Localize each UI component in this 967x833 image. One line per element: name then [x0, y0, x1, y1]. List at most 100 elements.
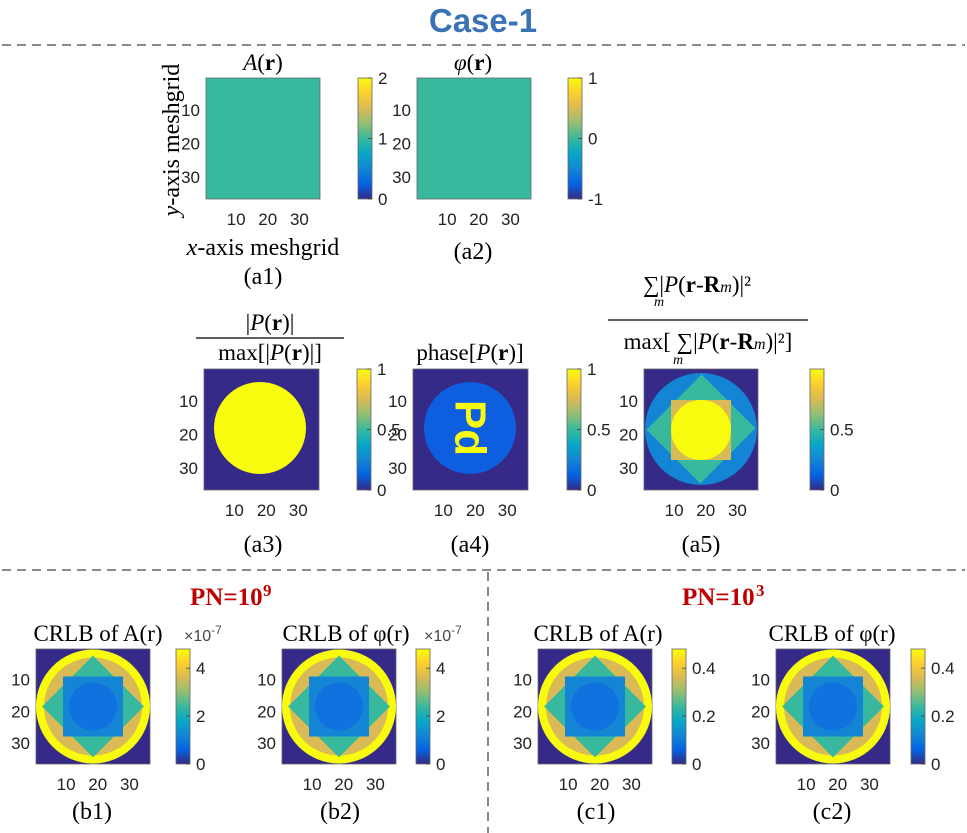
colorbar: [671, 648, 687, 765]
x-tick-label: 10: [559, 775, 578, 794]
panel-a3: |P(r)| max[|P(r)|] (a3): [196, 310, 372, 558]
x-tick-label: 10: [434, 501, 453, 520]
colorbar-tick-label: 2: [378, 69, 387, 88]
y-tick-label: 20: [257, 702, 276, 721]
panel-title: phase[P(r)]: [416, 340, 523, 365]
colorbar-tick-label: 0.2: [692, 707, 716, 726]
phase-letters: Pd: [446, 400, 495, 456]
ticks-c1: 10 20 30 10 20 30 0 0.2 0.4: [513, 659, 716, 794]
y-tick-label: 30: [179, 459, 198, 478]
x-tick-label: 30: [498, 501, 517, 520]
panel-title: CRLB of A(r): [533, 621, 662, 646]
y-tick-label: 30: [751, 734, 770, 753]
heatmap-image: [537, 648, 653, 765]
x-tick-label: 10: [303, 775, 322, 794]
colorbar-tick-label: 0: [196, 755, 205, 774]
panel-title-denominator: max[ ∑|P(r-Rm)|²]: [624, 329, 793, 354]
heatmap-image: [35, 648, 151, 765]
panel-caption: (a5): [682, 532, 721, 558]
group-label-text: PN=10: [190, 584, 263, 611]
panel-caption: (c2): [813, 799, 852, 825]
y-tick-label: 10: [392, 101, 411, 120]
colorbar-tick-label: 0: [830, 481, 839, 500]
x-tick-label: 20: [828, 775, 847, 794]
panel-a4: phase[P(r)] Pd (a4): [412, 340, 582, 558]
heatmap-image: [281, 648, 397, 765]
y-tick-label: 20: [751, 702, 770, 721]
x-tick-label: 20: [258, 210, 277, 229]
group-label-exponent: 9: [263, 581, 272, 600]
panel-title: φ(r): [454, 50, 492, 75]
x-tick-label: 20: [466, 501, 485, 520]
y-tick-label: 30: [11, 734, 30, 753]
colorbar-tick-label: 1: [588, 69, 597, 88]
panel-a5: ∑|P(r-Rm)|² m max[ ∑|P(r-Rm)|²] m (a5): [608, 272, 825, 558]
x-tick-label: 30: [501, 210, 520, 229]
y-tick-label: 10: [619, 392, 638, 411]
panel-caption: (b1): [72, 799, 112, 825]
colorbar-tick-label: 0.5: [377, 421, 401, 440]
panel-caption: (a3): [244, 532, 283, 558]
x-tick-label: 10: [438, 210, 457, 229]
ticks-a5: 10 20 30 10 20 30 0 0.5: [619, 392, 854, 520]
colorbar-tick-label: 2: [436, 707, 445, 726]
colorbar-tick-label: 0.5: [587, 421, 611, 440]
figure-title: Case-1: [429, 2, 537, 39]
colorbar-tick-label: 4: [436, 659, 445, 678]
colorbar-tick-label: 0.4: [692, 659, 716, 678]
y-tick-label: 10: [257, 670, 276, 689]
panel-title: CRLB of φ(r): [283, 621, 410, 646]
ticks-a1: 10 20 30 10 20 30 0 1 2: [181, 69, 387, 229]
colorbar-tick-label: 1: [587, 360, 596, 379]
x-tick-label: 30: [290, 210, 309, 229]
y-tick-label: 20: [619, 426, 638, 445]
y-tick-label: 10: [181, 101, 200, 120]
colorbar-tick-label: 1: [377, 360, 386, 379]
x-axis-label: x-axis meshgrid: [186, 235, 340, 261]
group-label-pn9: PN=10 9: [190, 581, 272, 611]
colorbar-tick-label: 0: [692, 755, 701, 774]
y-tick-label: 10: [11, 670, 30, 689]
panel-title: A(r): [241, 50, 283, 75]
y-tick-label: 30: [513, 734, 532, 753]
colorbar-tick-label: 0: [587, 481, 596, 500]
x-tick-label: 20: [257, 501, 276, 520]
colorbar-tick-label: 0.4: [931, 659, 955, 678]
panel-a2: φ(r) (a2): [416, 50, 583, 265]
y-tick-label: 10: [751, 670, 770, 689]
colorbar-tick-label: 0.5: [830, 421, 854, 440]
colorbar: [910, 648, 926, 765]
panel-title-numerator: ∑|P(r-Rm)|²: [643, 272, 751, 297]
colorbar-tick-label: 1: [378, 130, 387, 149]
colorbar-tick-label: 4: [196, 659, 205, 678]
y-tick-label: 10: [179, 392, 198, 411]
panel-title-denominator: max[|P(r)|]: [218, 340, 322, 365]
colorbar-tick-label: 0: [588, 130, 597, 149]
panel-caption: (a1): [244, 264, 283, 290]
colorbar: [175, 648, 191, 765]
x-tick-label: 30: [289, 501, 308, 520]
x-tick-label: 10: [227, 210, 246, 229]
y-tick-label: 20: [181, 135, 200, 154]
colorbar: [415, 648, 431, 765]
y-tick-label: 20: [11, 702, 30, 721]
x-tick-label: 30: [728, 501, 747, 520]
colorbar-tick-label: 0: [378, 190, 387, 209]
heatmap-image: [775, 648, 891, 765]
ticks-a4: 10 20 30 10 20 30 0 0.5 1: [388, 360, 611, 520]
colorbar-tick-label: 0: [931, 755, 940, 774]
y-tick-label: 20: [513, 702, 532, 721]
x-tick-label: 10: [665, 501, 684, 520]
panel-caption: (a2): [454, 239, 493, 265]
panel-caption: (b2): [320, 799, 360, 825]
x-tick-label: 10: [797, 775, 816, 794]
x-tick-label: 20: [88, 775, 107, 794]
sum-index: m: [654, 295, 664, 310]
y-tick-label: 30: [392, 168, 411, 187]
colorbar-tick-label: 0: [436, 755, 445, 774]
ticks-a3: 10 20 30 10 20 30 0 0.5 1: [179, 360, 401, 520]
aperture-disk: [214, 382, 306, 474]
panel-caption: (a4): [451, 532, 490, 558]
aperture-disk: [424, 382, 516, 474]
panel-caption: (c1): [577, 799, 616, 825]
